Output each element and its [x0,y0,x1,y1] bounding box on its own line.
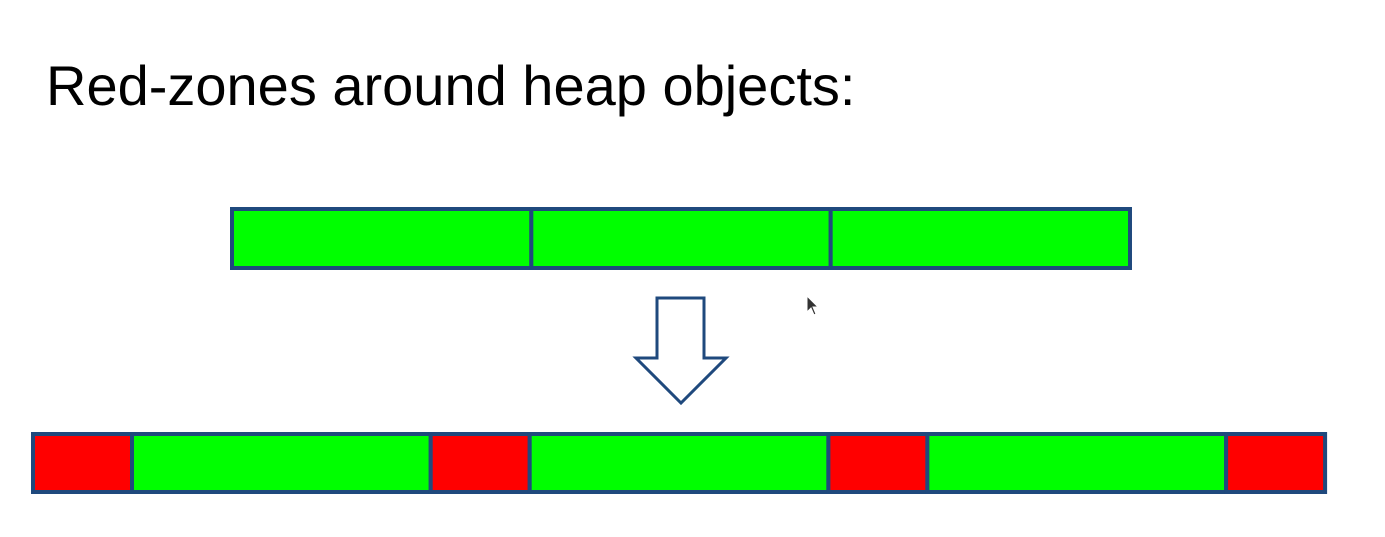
down-arrow-icon [632,296,730,406]
redzone-segment [1224,432,1328,494]
mouse-pointer-icon [806,295,820,316]
heap-object-segment [130,432,433,494]
heap-object-segment [828,207,1132,270]
heap-object-segment [230,207,534,270]
redzone-segment [31,432,134,494]
slide-title: Red-zones around heap objects: [46,54,856,117]
heap-objects-row [230,207,1132,270]
redzone-segment [428,432,532,494]
heap-objects-with-redzones-row [31,432,1328,494]
redzone-segment [826,432,930,494]
heap-object-segment [527,432,831,494]
heap-object-segment [925,432,1229,494]
heap-object-segment [529,207,833,270]
